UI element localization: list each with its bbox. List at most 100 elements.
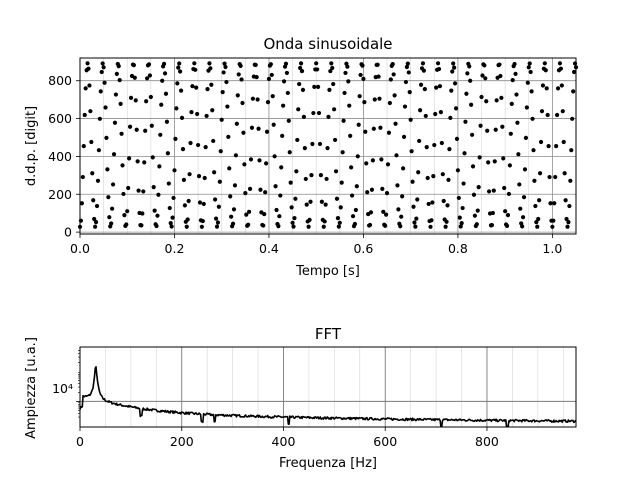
sine-data-point [500,124,505,129]
sine-data-point [502,185,507,191]
sine-data-point [297,81,302,87]
sine-data-point [244,212,249,217]
sine-data-point [356,122,361,127]
sine-data-point [295,137,300,143]
sine-data-point [231,207,237,212]
fft-x-tick-label: 200 [170,434,194,449]
sine-data-point [144,99,149,104]
sine-data-point [486,189,492,194]
sine-data-point [405,61,410,66]
sine-data-point [180,147,186,152]
sine-data-point [226,134,231,139]
sine-data-point [328,68,333,74]
sine-data-point [505,213,511,218]
sine-data-point [364,161,369,166]
sine-data-point [93,224,98,229]
sine-data-point [127,156,132,161]
sine-data-point [438,110,443,115]
sine-data-point [175,81,180,86]
sine-data-point [507,163,512,168]
sine-data-point [462,151,467,156]
sine-data-point [489,223,495,228]
sine-data-point [534,220,539,225]
sine-data-point [211,138,216,144]
sine-data-point [563,198,568,203]
sine-data-point [197,200,203,205]
sine-data-point [378,125,383,130]
sine-data-point [491,188,496,193]
sine-data-point [388,77,393,82]
sine-data-point [303,176,308,182]
sine-data-point [121,191,126,197]
sine-data-point [358,72,363,78]
sine-data-point [268,62,273,67]
fft-y-tick-label: 10⁴ [52,381,73,396]
sine-data-point [230,221,236,226]
sine-data-point [522,167,528,172]
sine-data-point [212,170,217,175]
sine-data-point [497,62,502,67]
sine-data-point [436,66,442,72]
sine-data-point [216,204,221,209]
sine-data-point [547,174,552,180]
sine-data-point [398,224,403,229]
sine-data-point [306,224,311,229]
sine-data-point [99,69,104,75]
sine-data-point [416,170,421,175]
sine-data-point [247,186,253,191]
sine-data-point [530,116,535,121]
sine-data-point [330,65,335,71]
sine-data-point [369,187,375,192]
sine-data-point [171,195,176,201]
sine-data-point [258,187,263,192]
sine-data-point [532,178,537,183]
sine-data-point [470,164,476,169]
sine-data-point [223,64,228,70]
sine-data-point [324,176,329,182]
sine-data-point [338,205,343,210]
sine-data-point [131,63,136,68]
sine-data-point [545,112,550,118]
sine-data-point [158,132,163,137]
sine-data-point [279,165,284,170]
sine-data-point [393,121,398,126]
sine-data-point [449,88,454,93]
sine-data-point [440,172,445,177]
sine-data-point [273,184,278,189]
sine-data-point [516,152,521,157]
sine-data-point [289,205,294,210]
sine-data-point [437,84,443,89]
sine-data-point [455,168,460,173]
sine-data-point [445,203,450,208]
sine-data-point [461,181,466,186]
sine-data-point [83,86,88,91]
sine-data-point [512,61,517,67]
sine-data-point [196,174,202,179]
sine-data-point [81,143,86,149]
sine-data-point [572,61,578,66]
sine-data-point [391,72,396,77]
sine-data-point [255,97,260,102]
sine-data-point [261,223,266,228]
sine-data-point [514,92,519,97]
sine-chart-x-label: Tempo [s] [295,264,360,279]
sine-data-point [572,69,577,75]
sine-data-point [494,98,499,103]
sine-data-point [424,145,429,150]
sine-data-point [319,199,324,204]
sine-data-point [157,164,162,169]
sine-data-point [407,90,412,95]
sine-data-point [353,207,358,213]
sine-data-point [179,115,185,120]
sine-data-point [390,61,395,67]
sine-data-point [439,140,444,146]
sine-data-point [454,136,460,141]
fft-chart-ticks: 0 200 400 600 800 [76,350,499,449]
sine-data-point [322,219,327,224]
sine-data-point [264,129,270,134]
sine-data-point [233,153,238,158]
sine-chart-ticks: 0.0 0.2 0.4 0.6 0.8 1.0 0 200 400 600 800 [48,73,562,256]
sine-data-point [200,218,205,224]
fft-chart-y-label: Ampiezza [u.a.] [24,337,39,439]
sine-data-point [520,224,525,229]
